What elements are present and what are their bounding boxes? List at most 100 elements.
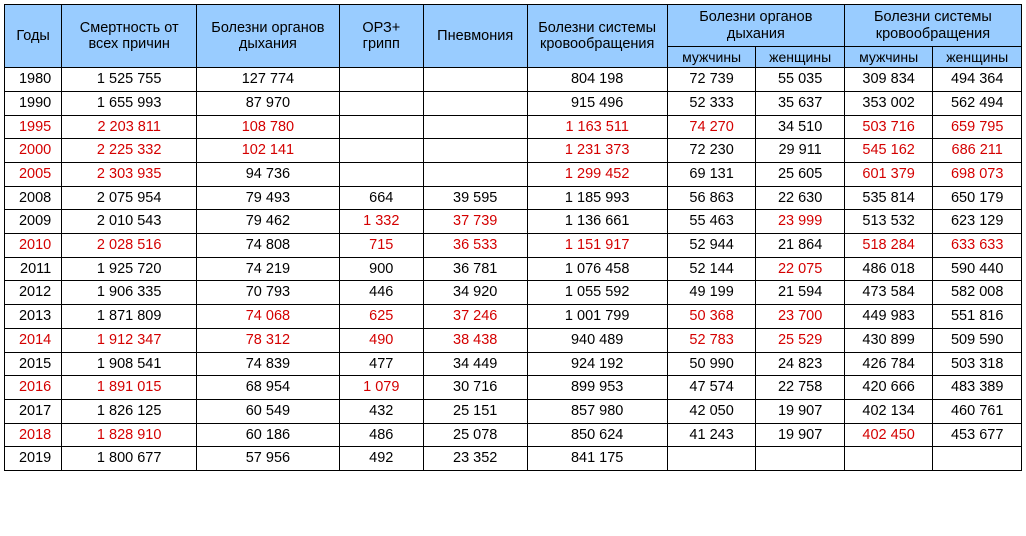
cell: 309 834: [844, 68, 933, 92]
cell: 1980: [5, 68, 62, 92]
cell: 715: [339, 234, 423, 258]
cell: 698 073: [933, 163, 1022, 187]
cell: 79 462: [197, 210, 340, 234]
cell: 590 440: [933, 257, 1022, 281]
cell: 1990: [5, 92, 62, 116]
cell: 22 758: [756, 376, 845, 400]
cell: 42 050: [667, 399, 756, 423]
cell: 25 151: [423, 399, 527, 423]
cell: 2010: [5, 234, 62, 258]
cell: 686 211: [933, 139, 1022, 163]
cell: 2015: [5, 352, 62, 376]
cell: [423, 68, 527, 92]
cell: 50 990: [667, 352, 756, 376]
cell: 1 231 373: [527, 139, 667, 163]
cell: 483 389: [933, 376, 1022, 400]
col-header-respiratory-by-sex: Болезни органов дыхания: [667, 5, 844, 47]
cell: 420 666: [844, 376, 933, 400]
table-row: 19901 655 99387 970915 49652 33335 63735…: [5, 92, 1022, 116]
cell: 69 131: [667, 163, 756, 187]
cell: 518 284: [844, 234, 933, 258]
cell: [339, 115, 423, 139]
cell: 52 944: [667, 234, 756, 258]
col-header-circulatory-by-sex: Болезни системы кровообращения: [844, 5, 1021, 47]
cell: [423, 92, 527, 116]
cell: 2016: [5, 376, 62, 400]
cell: 1 163 511: [527, 115, 667, 139]
cell: 34 920: [423, 281, 527, 305]
cell: 900: [339, 257, 423, 281]
cell: 1 299 452: [527, 163, 667, 187]
cell: 23 999: [756, 210, 845, 234]
cell: [339, 163, 423, 187]
sub-header-women-1: женщины: [756, 47, 845, 68]
cell: 87 970: [197, 92, 340, 116]
cell: 24 823: [756, 352, 845, 376]
sub-header-men-1: мужчины: [667, 47, 756, 68]
cell: 2012: [5, 281, 62, 305]
cell: 633 633: [933, 234, 1022, 258]
cell: 486: [339, 423, 423, 447]
cell: 453 677: [933, 423, 1022, 447]
cell: 899 953: [527, 376, 667, 400]
table-row: 20131 871 80974 06862537 2461 001 79950 …: [5, 305, 1022, 329]
cell: 940 489: [527, 328, 667, 352]
cell: 21 594: [756, 281, 845, 305]
cell: 2014: [5, 328, 62, 352]
cell: 841 175: [527, 447, 667, 471]
table-row: 19801 525 755127 774804 19872 73955 0353…: [5, 68, 1022, 92]
header-row-1: Годы Смертность от всех причин Болезни о…: [5, 5, 1022, 47]
cell: 426 784: [844, 352, 933, 376]
cell: 19 907: [756, 423, 845, 447]
cell: 25 529: [756, 328, 845, 352]
cell: 1 076 458: [527, 257, 667, 281]
cell: 68 954: [197, 376, 340, 400]
cell: 29 911: [756, 139, 845, 163]
cell: 353 002: [844, 92, 933, 116]
cell: [844, 447, 933, 471]
cell: [667, 447, 756, 471]
cell: 490: [339, 328, 423, 352]
cell: 664: [339, 186, 423, 210]
cell: 1 828 910: [62, 423, 197, 447]
cell: 1 332: [339, 210, 423, 234]
cell: 74 068: [197, 305, 340, 329]
cell: 57 956: [197, 447, 340, 471]
cell: 52 144: [667, 257, 756, 281]
cell: 25 605: [756, 163, 845, 187]
cell: 38 438: [423, 328, 527, 352]
cell: 2018: [5, 423, 62, 447]
cell: 460 761: [933, 399, 1022, 423]
cell: 850 624: [527, 423, 667, 447]
cell: 402 450: [844, 423, 933, 447]
cell: 2013: [5, 305, 62, 329]
cell: [423, 139, 527, 163]
table-row: 20002 225 332102 1411 231 37372 23029 91…: [5, 139, 1022, 163]
table-row: 20092 010 54379 4621 33237 7391 136 6615…: [5, 210, 1022, 234]
cell: [423, 115, 527, 139]
cell: 1995: [5, 115, 62, 139]
cell: 78 312: [197, 328, 340, 352]
cell: 562 494: [933, 92, 1022, 116]
cell: 503 318: [933, 352, 1022, 376]
cell: 1 055 592: [527, 281, 667, 305]
cell: 72 230: [667, 139, 756, 163]
cell: 477: [339, 352, 423, 376]
cell: 2 010 543: [62, 210, 197, 234]
cell: 2005: [5, 163, 62, 187]
cell: [339, 68, 423, 92]
table-row: 20191 800 67757 95649223 352841 175: [5, 447, 1022, 471]
cell: 74 270: [667, 115, 756, 139]
table-row: 20082 075 95479 49366439 5951 185 99356 …: [5, 186, 1022, 210]
cell: 486 018: [844, 257, 933, 281]
cell: 34 449: [423, 352, 527, 376]
col-header-pneumonia: Пневмония: [423, 5, 527, 68]
cell: 22 630: [756, 186, 845, 210]
cell: 70 793: [197, 281, 340, 305]
cell: 23 700: [756, 305, 845, 329]
cell: [339, 139, 423, 163]
cell: 650 179: [933, 186, 1022, 210]
cell: 22 075: [756, 257, 845, 281]
cell: [339, 92, 423, 116]
cell: 2011: [5, 257, 62, 281]
